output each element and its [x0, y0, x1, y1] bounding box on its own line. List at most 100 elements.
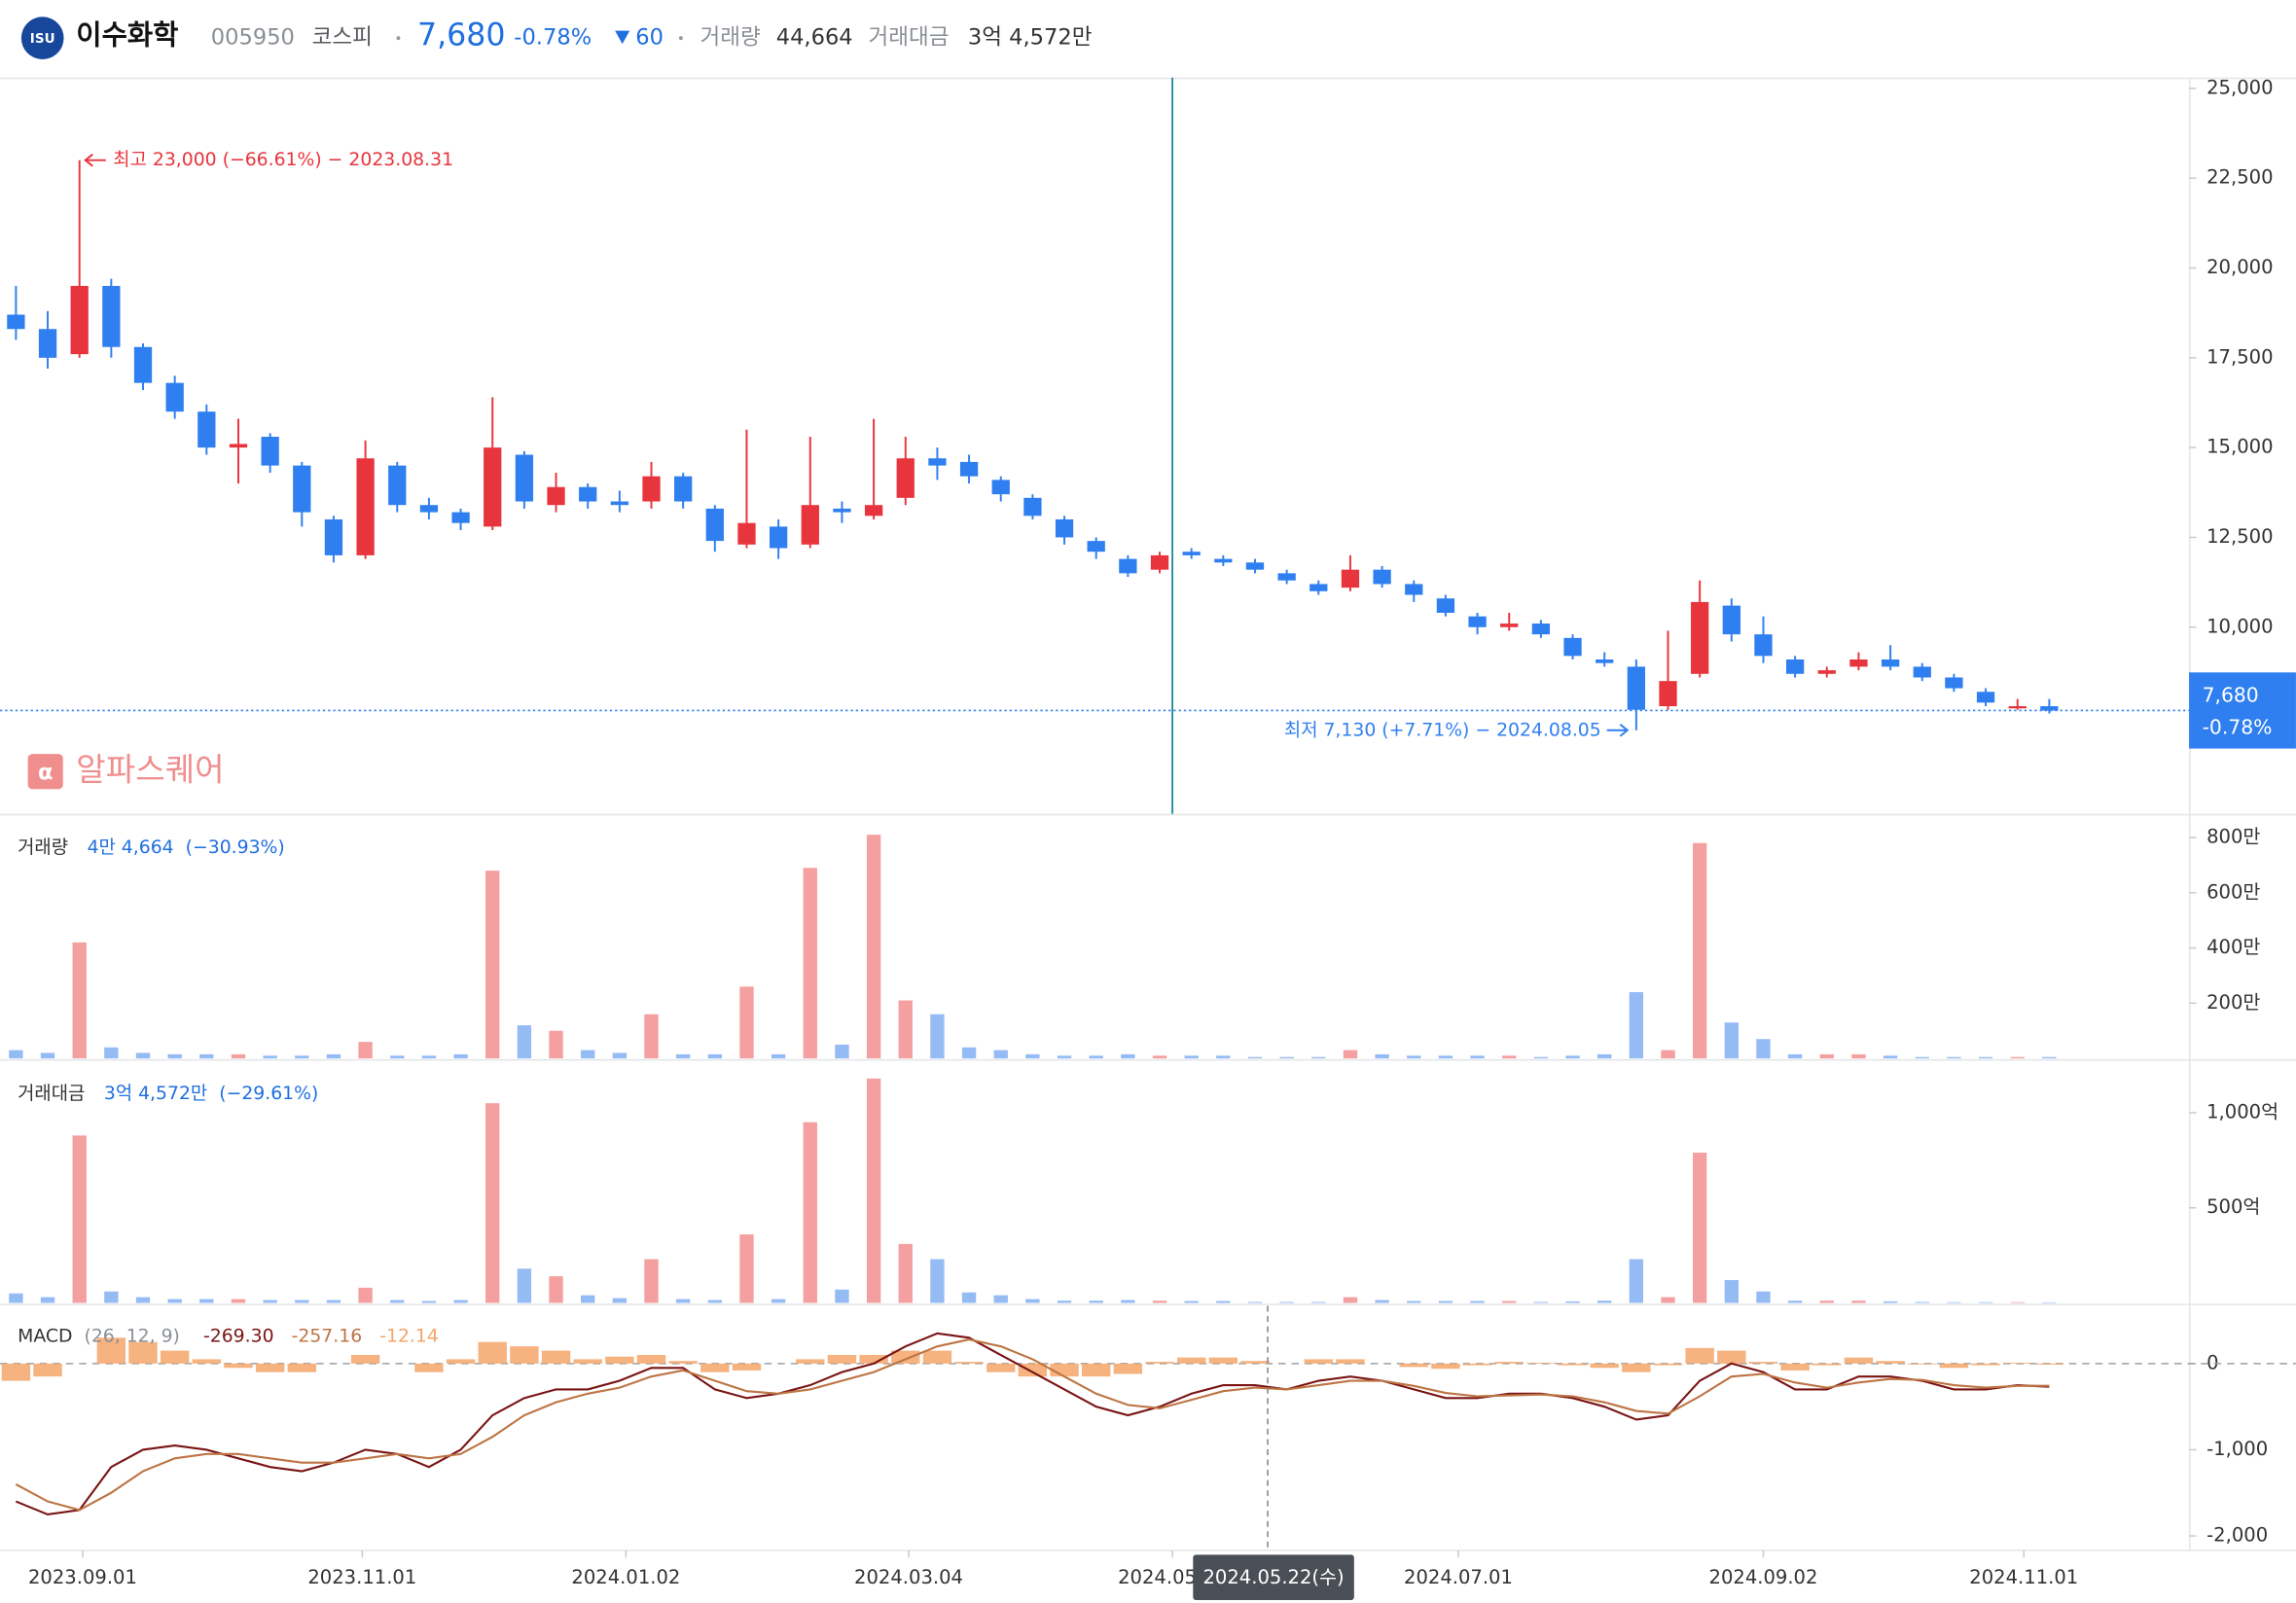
candle-body	[1245, 562, 1265, 570]
histogram-bar	[1844, 1357, 1874, 1364]
histogram-bar	[1304, 1359, 1333, 1364]
price-tag	[2189, 672, 2296, 749]
bar	[295, 1055, 309, 1059]
histogram-bar	[700, 1363, 730, 1372]
bar	[1787, 1053, 1803, 1059]
watermark-icon-glyph: α	[38, 760, 54, 785]
histogram-bar	[1685, 1347, 1714, 1364]
candle-body	[579, 486, 597, 502]
crosshair-tooltip	[1193, 1554, 1354, 1600]
bar	[1565, 1055, 1580, 1059]
bar	[453, 1053, 468, 1059]
bar	[517, 1268, 532, 1303]
annotation-arrow	[84, 153, 106, 167]
candle-body	[451, 512, 470, 523]
histogram-bar	[1590, 1363, 1619, 1369]
bar	[1343, 1050, 1358, 1059]
histogram-bar	[1780, 1363, 1810, 1371]
y-tick-label: 500억	[2206, 1195, 2260, 1218]
histogram-bar	[541, 1350, 571, 1364]
bar	[866, 1078, 881, 1303]
bar	[40, 1297, 55, 1303]
candle-body	[293, 465, 311, 513]
histogram-bar	[732, 1363, 762, 1371]
candle-body	[1055, 518, 1074, 538]
bar	[1724, 1022, 1740, 1059]
bar	[1661, 1050, 1675, 1059]
candle-body	[165, 382, 184, 412]
candle-body	[833, 508, 851, 513]
bar	[866, 835, 881, 1059]
bar	[1121, 1300, 1135, 1303]
bar	[1947, 1056, 1961, 1059]
x-tick-label: 2024.11.01	[1969, 1566, 2078, 1588]
bar	[961, 1047, 977, 1059]
bar	[644, 1014, 659, 1059]
down-triangle	[615, 30, 630, 45]
histogram-bar	[510, 1346, 539, 1364]
y-tick-label: 10,000	[2206, 615, 2273, 637]
candle-body	[133, 346, 153, 383]
bar	[1502, 1055, 1517, 1059]
histogram-bar	[1082, 1363, 1111, 1377]
histogram-bar	[636, 1354, 666, 1364]
candle-body	[2040, 706, 2059, 711]
histogram-bar	[2034, 1363, 2064, 1365]
candle-body	[515, 454, 534, 502]
candle-body	[419, 505, 439, 513]
bar	[1978, 1301, 1993, 1303]
bar	[1375, 1300, 1389, 1303]
stock-name[interactable]: 이수화학	[76, 18, 178, 52]
bar	[1629, 1259, 1644, 1303]
bar	[421, 1300, 437, 1303]
bar	[1407, 1055, 1421, 1059]
volume: 44,664	[776, 25, 853, 51]
bar	[9, 1293, 23, 1303]
candle-body	[1119, 558, 1137, 574]
candle-body	[959, 461, 979, 477]
bar	[1851, 1053, 1866, 1059]
bar	[104, 1291, 119, 1303]
bar	[2010, 1301, 2025, 1303]
histogram-bar	[1176, 1357, 1206, 1364]
candle-body	[1373, 569, 1391, 585]
bar	[1279, 1301, 1294, 1303]
histogram-bar	[668, 1361, 698, 1364]
candle-body	[1182, 552, 1201, 555]
bar	[1152, 1300, 1167, 1303]
y-tick-label: -2,000	[2206, 1524, 2268, 1547]
macd-line	[15, 1338, 2050, 1512]
bar	[1819, 1300, 1834, 1303]
histogram-bar	[1113, 1363, 1143, 1374]
bar	[1089, 1055, 1103, 1059]
bar	[675, 1053, 691, 1059]
bar	[1089, 1300, 1103, 1303]
bar	[263, 1055, 277, 1059]
bar	[72, 1135, 87, 1303]
y-tick-label: 600만	[2206, 880, 2260, 903]
candle-body	[1785, 659, 1805, 674]
histogram-bar	[1526, 1362, 1556, 1364]
histogram-bar	[1812, 1363, 1842, 1366]
histogram-bar	[1908, 1363, 1937, 1365]
bar	[231, 1053, 246, 1059]
candle-body	[1976, 692, 1995, 703]
candle-body	[674, 476, 693, 502]
x-tick-label: 2024.09.02	[1709, 1566, 1818, 1588]
histogram-bar	[1336, 1359, 1365, 1364]
histogram-bar	[954, 1362, 984, 1364]
bar	[1661, 1297, 1675, 1303]
candle-body	[1468, 616, 1487, 627]
bar	[1502, 1300, 1517, 1303]
histogram-bar	[350, 1354, 380, 1364]
bar	[1216, 1055, 1231, 1059]
bar	[1247, 1301, 1263, 1303]
bar	[390, 1055, 405, 1059]
bar	[1375, 1053, 1389, 1059]
panel-legend-value: -12.14	[379, 1327, 439, 1347]
histogram-bar	[128, 1341, 158, 1364]
bar	[1438, 1300, 1453, 1303]
bar	[2042, 1301, 2057, 1303]
histogram-bar	[478, 1341, 507, 1364]
histogram-bar	[192, 1359, 222, 1364]
